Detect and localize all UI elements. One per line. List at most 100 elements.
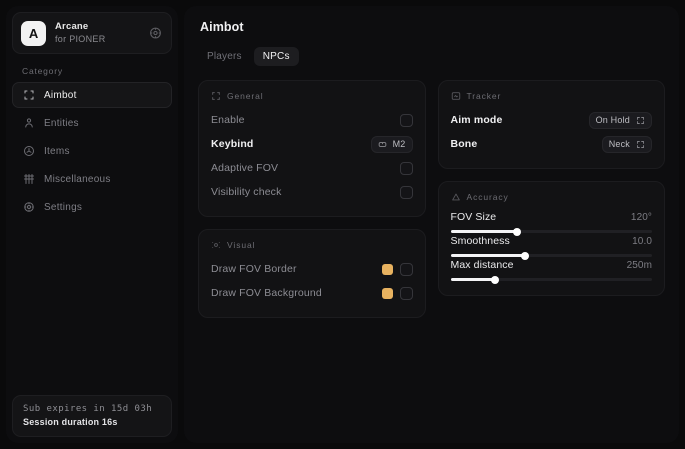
draw-fov-border-checkbox[interactable]: [399, 262, 413, 276]
sidebar-item-label: Entities: [44, 117, 79, 129]
row-draw-fov-border: Draw FOV Border: [211, 257, 413, 281]
crosshair-icon: [23, 89, 35, 101]
row-label: Visibility check: [211, 186, 282, 198]
sidebar-nav: Aimbot Entities Items: [12, 82, 172, 220]
row-bone: Bone Neck: [451, 132, 652, 156]
adaptive-fov-checkbox[interactable]: [399, 161, 413, 175]
crosshair-icon: [211, 91, 221, 101]
mouse-icon: [378, 140, 387, 149]
main-content: Aimbot Players NPCs General: [184, 6, 679, 443]
sidebar-item-items[interactable]: Items: [12, 138, 172, 164]
slider-label: FOV Size: [450, 211, 497, 223]
row-controls: [381, 286, 413, 300]
visual-card: Visual Draw FOV Border Draw FOV Backgrou…: [198, 229, 426, 318]
tab-bar: Players NPCs: [198, 47, 665, 66]
row-enable: Enable: [211, 108, 413, 132]
profile-text: Arcane for PIONER: [55, 20, 106, 44]
slider-knob[interactable]: [512, 227, 521, 236]
screen-icon: [451, 91, 461, 101]
bone-value: Neck: [608, 139, 630, 149]
fov-size-slider-track[interactable]: [450, 227, 652, 236]
triangle-icon: [451, 192, 461, 202]
visual-card-title: Visual: [227, 240, 256, 250]
accuracy-card: Accuracy FOV Size 120°: [437, 181, 665, 296]
slider-value: 120°: [630, 212, 652, 223]
session-duration-text: Session duration 16s: [23, 417, 118, 427]
visual-card-header: Visual: [211, 240, 413, 250]
sidebar-item-miscellaneous[interactable]: Miscellaneous: [12, 166, 172, 192]
profile-subtitle: for PIONER: [55, 33, 106, 44]
row-keybind: Keybind M2: [211, 132, 413, 156]
slider-fov-size: FOV Size 120°: [450, 209, 653, 236]
sidebar-item-entities[interactable]: Entities: [12, 110, 172, 136]
app-logo: A: [21, 20, 46, 46]
row-label: Keybind: [211, 138, 254, 150]
row-label: Enable: [211, 114, 245, 126]
sidebar-item-label: Items: [44, 145, 70, 157]
general-card: General Enable Keybind: [198, 80, 426, 217]
aim-mode-dropdown[interactable]: On Hold: [588, 111, 652, 129]
row-label: Draw FOV Border: [211, 263, 297, 275]
profile-card[interactable]: A Arcane for PIONER: [12, 12, 172, 54]
row-adaptive-fov: Adaptive FOV: [211, 156, 413, 180]
row-label: Aim mode: [450, 114, 503, 126]
row-aim-mode: Aim mode On Hold: [450, 108, 652, 132]
fov-border-color-swatch[interactable]: [381, 263, 393, 275]
gear-icon[interactable]: [149, 27, 162, 40]
keybind-button[interactable]: M2: [370, 135, 413, 153]
sidebar-item-label: Settings: [44, 201, 83, 213]
slider-label: Max distance: [450, 259, 514, 271]
settings-columns: General Enable Keybind: [198, 80, 665, 318]
aim-mode-value: On Hold: [595, 115, 630, 125]
visibility-check-checkbox[interactable]: [399, 185, 413, 199]
row-draw-fov-background: Draw FOV Background: [211, 281, 413, 305]
person-icon: [23, 117, 35, 129]
slider-value: 10.0: [632, 236, 652, 247]
left-column: General Enable Keybind: [198, 80, 426, 318]
sidebar: A Arcane for PIONER Category Ai: [6, 6, 178, 443]
profile-name: Arcane: [55, 20, 89, 32]
slider-fill: [450, 230, 517, 233]
tracker-card-header: Tracker: [451, 91, 653, 101]
tracker-card: Tracker Aim mode On Hold: [437, 80, 665, 169]
tab-npcs[interactable]: NPCs: [253, 47, 299, 66]
sidebar-item-aimbot[interactable]: Aimbot: [12, 82, 172, 108]
sidebar-item-label: Aimbot: [44, 89, 77, 101]
grid-icon: [23, 173, 35, 185]
row-visibility-check: Visibility check: [211, 180, 413, 204]
max-distance-slider-track[interactable]: [450, 275, 652, 284]
slider-knob[interactable]: [490, 275, 499, 284]
package-icon: [23, 145, 35, 157]
general-card-title: General: [227, 91, 264, 101]
right-column: Tracker Aim mode On Hold: [437, 80, 665, 296]
gear-icon: [23, 201, 35, 213]
slider-fill: [450, 254, 526, 257]
expand-icon: [636, 116, 645, 125]
accuracy-card-title: Accuracy: [466, 192, 509, 202]
enable-checkbox[interactable]: [399, 113, 413, 127]
slider-knob[interactable]: [521, 251, 530, 260]
smoothness-slider-track[interactable]: [450, 251, 652, 260]
tab-players[interactable]: Players: [207, 51, 242, 62]
sub-expires-text: Sub expires in 15d 03h: [23, 404, 153, 414]
slider-header: FOV Size 120°: [451, 211, 653, 223]
sidebar-item-label: Miscellaneous: [44, 173, 111, 185]
tracker-card-title: Tracker: [466, 91, 502, 101]
sidebar-item-settings[interactable]: Settings: [12, 194, 172, 220]
draw-fov-background-checkbox[interactable]: [399, 286, 413, 300]
eye-icon: [211, 240, 221, 250]
bone-dropdown[interactable]: Neck: [601, 135, 652, 153]
slider-header: Smoothness 10.0: [451, 235, 653, 247]
expand-icon: [636, 140, 645, 149]
slider-label: Smoothness: [450, 235, 510, 247]
slider-max-distance: Max distance 250m: [450, 257, 653, 284]
fov-background-color-swatch[interactable]: [381, 287, 393, 299]
general-card-header: General: [211, 91, 413, 101]
slider-header: Max distance 250m: [451, 259, 653, 271]
page-title: Aimbot: [200, 20, 244, 34]
slider-fill: [450, 278, 495, 281]
row-controls: [381, 262, 413, 276]
keybind-value: M2: [392, 139, 406, 149]
row-label: Adaptive FOV: [211, 162, 279, 174]
